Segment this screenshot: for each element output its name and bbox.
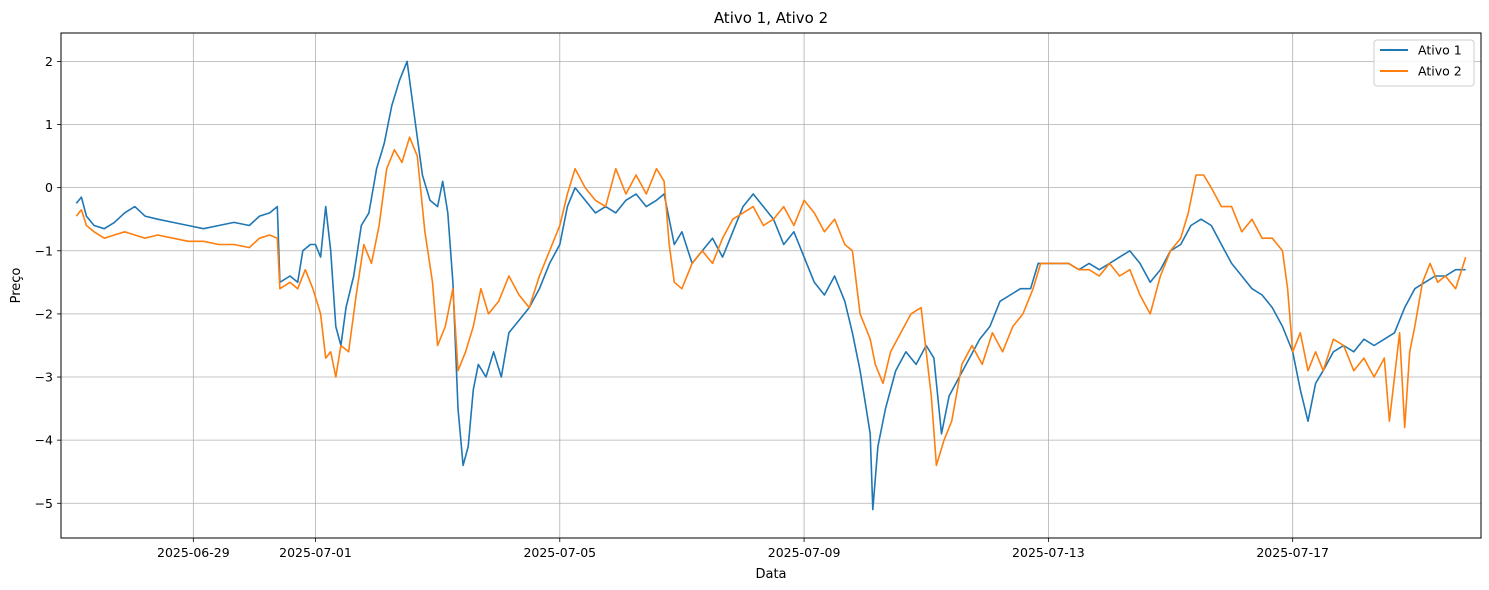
plot-area-frame	[60, 32, 1482, 539]
y-tick-label: 2	[45, 54, 53, 69]
y-tick-label: −2	[35, 306, 53, 321]
x-tick-label: 2025-07-13	[1012, 545, 1085, 560]
legend-label-ativo-2: Ativo 2	[1418, 64, 1462, 79]
grid	[61, 33, 1481, 538]
y-tick-label: −5	[35, 496, 53, 511]
y-tick-label: −4	[35, 433, 53, 448]
x-axis: 2025-06-29 2025-07-01 2025-07-05 2025-07-09…	[157, 538, 1329, 560]
y-tick-label: −1	[35, 243, 53, 258]
legend-box	[1373, 39, 1475, 87]
x-axis-label: Data	[755, 567, 786, 582]
x-tick-label: 2025-07-05	[523, 545, 596, 560]
chart-title: Ativo 1, Ativo 2	[714, 9, 828, 27]
x-tick-label: 2025-07-17	[1256, 545, 1329, 560]
x-tick-label: 2025-06-29	[157, 545, 230, 560]
y-axis: −5 −4 −3 −2 −1 0 1 2	[35, 54, 61, 511]
series-line-ativo-2	[75, 136, 1467, 467]
y-tick-label: −3	[35, 370, 53, 385]
y-axis-label: Preço	[9, 268, 24, 304]
legend-label-ativo-1: Ativo 1	[1418, 43, 1462, 58]
series-group	[75, 60, 1467, 511]
x-tick-label: 2025-07-01	[279, 545, 352, 560]
y-tick-label: 1	[45, 117, 53, 132]
x-tick-label: 2025-07-09	[768, 545, 841, 560]
legend: Ativo 1 Ativo 2	[1373, 39, 1475, 87]
y-tick-label: 0	[45, 180, 53, 195]
series-line-ativo-1	[75, 60, 1466, 511]
